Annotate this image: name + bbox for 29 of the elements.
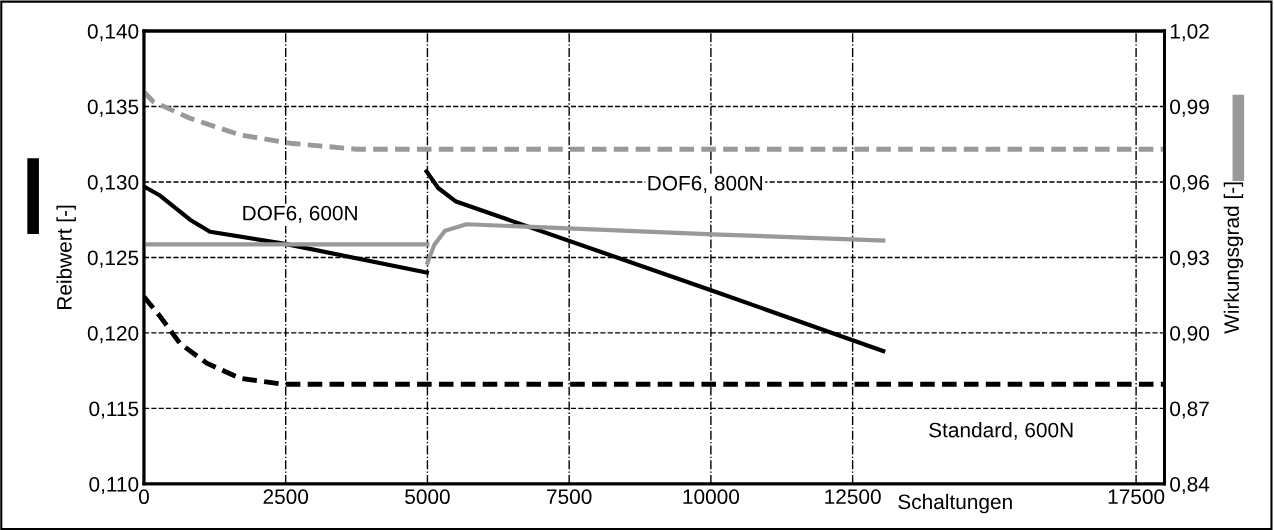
x-tick-label: 17500: [1108, 489, 1165, 505]
x-tick-label: 12500: [825, 489, 881, 505]
x-tick-label: 2500: [263, 489, 309, 505]
line-series: [143, 89, 1165, 152]
x-tick-label: 7500: [547, 489, 592, 505]
y-axis-title: Reibwert [-]: [56, 205, 76, 309]
annotation: Standard, 600N: [929, 422, 1073, 440]
annotation: DOF6, 600N: [243, 205, 357, 223]
y2-tick-label: 0,87: [1170, 401, 1209, 419]
x-tick-label: 5000: [405, 489, 450, 505]
y2-tick-label: 0,96: [1170, 174, 1209, 193]
x-axis-title: Schaltungen: [898, 493, 1012, 514]
y-tick-label: 0,120: [87, 325, 139, 344]
line-series: [425, 222, 886, 265]
y-tick-label: 0,140: [87, 24, 139, 42]
y2-axis-title: Wirkungsgrad [-]: [1223, 182, 1244, 334]
x-tick-label: 0: [138, 489, 149, 505]
y-tick-label: 0,130: [87, 174, 139, 193]
y-tick-label: 0,135: [87, 99, 139, 117]
y-tick-label: 0,110: [89, 476, 139, 495]
y2-tick-label: 1,02: [1170, 24, 1209, 42]
y2-tick-label: 0,84: [1170, 476, 1210, 495]
y2-tick-label: 0,99: [1170, 99, 1209, 117]
x-tick-label: 10000: [683, 489, 740, 505]
y-tick-label: 0,125: [87, 250, 139, 268]
y-tick-label: 0,115: [89, 401, 139, 419]
y2-tick-label: 0,93: [1170, 250, 1209, 268]
annotation: DOF6, 800N: [648, 175, 762, 194]
y2-tick-label: 0,90: [1170, 325, 1210, 344]
